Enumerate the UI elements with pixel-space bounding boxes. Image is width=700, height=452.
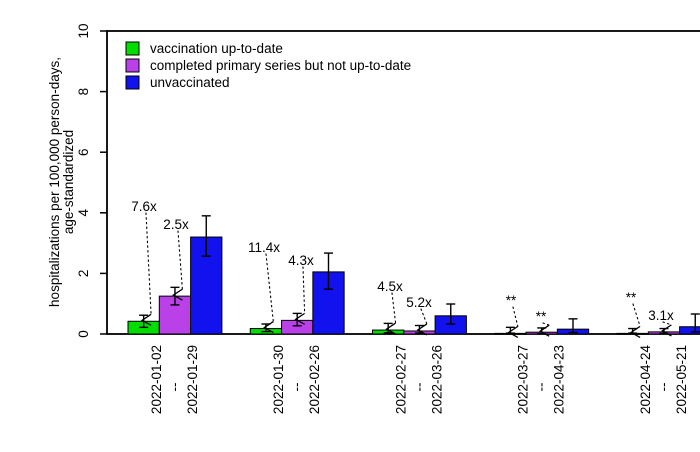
y-tick-label: 8 bbox=[76, 88, 91, 96]
annotation-label: ** bbox=[506, 293, 517, 308]
y-axis-title: age-standardized bbox=[61, 130, 76, 234]
x-tick-label-start: 2022-03-27 bbox=[516, 345, 531, 414]
chart-figure: 0 2 4 6 8 10 hospitalizations per 100,000 pers… bbox=[40, 16, 700, 436]
legend-label: vaccination up-to-date bbox=[150, 41, 283, 56]
legend-swatch bbox=[125, 75, 140, 90]
annotation-arrow bbox=[416, 323, 428, 336]
annotation-arrow bbox=[538, 324, 550, 337]
x-tick-label-start: 2022-01-02 bbox=[149, 345, 164, 414]
y-tick-label: 6 bbox=[76, 148, 91, 156]
annotation-label: 4.5x bbox=[377, 279, 403, 294]
x-tick-separator: -- bbox=[656, 383, 671, 392]
x-tick-separator: -- bbox=[534, 383, 549, 392]
x-tick-label-start: 2022-02-27 bbox=[393, 345, 408, 414]
x-tick-label-end: 2022-04-23 bbox=[552, 345, 567, 414]
annotation-label: 7.6x bbox=[131, 199, 157, 214]
annotation-arrow bbox=[661, 324, 672, 337]
annotation-label: 11.4x bbox=[248, 240, 280, 255]
annotation-label: 2.5x bbox=[163, 217, 189, 232]
bar bbox=[158, 295, 192, 335]
x-tick-separator: -- bbox=[289, 383, 304, 392]
annotation-arrow bbox=[140, 313, 152, 326]
bar-chart-canvas: 0 2 4 6 8 10 hospitalizations per 100,000 pers… bbox=[47, 23, 700, 415]
annotation-leader bbox=[302, 266, 306, 314]
annotation-leader bbox=[145, 212, 152, 315]
annotation-label: 3.1x bbox=[648, 308, 674, 323]
bar bbox=[679, 326, 700, 335]
legend-label: unvaccinated bbox=[150, 75, 230, 90]
annotation-label: 5.2x bbox=[406, 295, 432, 310]
legend-swatch bbox=[125, 41, 140, 56]
annotation-arrow bbox=[172, 288, 183, 301]
annotation-label: 4.3x bbox=[288, 253, 314, 268]
x-tick-label-end: 2022-02-26 bbox=[307, 345, 322, 414]
y-tick-label: 2 bbox=[76, 270, 91, 278]
annotation-arrow bbox=[507, 325, 519, 338]
annotation-leader bbox=[391, 292, 397, 324]
annotation-leader bbox=[265, 253, 274, 323]
legend-swatch bbox=[125, 58, 140, 73]
annotation-leader bbox=[512, 306, 519, 327]
x-tick-label-end: 2022-01-29 bbox=[185, 345, 200, 414]
y-axis-title: hospitalizations per 100,000 person-days… bbox=[47, 57, 62, 307]
x-tick-label-start: 2022-04-24 bbox=[638, 345, 653, 415]
bar bbox=[312, 271, 345, 335]
annotation-label: ** bbox=[536, 309, 547, 324]
y-tick-label: 10 bbox=[76, 23, 91, 38]
annotation-leader bbox=[542, 322, 550, 326]
y-tick-label: 4 bbox=[76, 209, 91, 217]
annotation-leader bbox=[177, 230, 183, 290]
x-tick-label-start: 2022-01-30 bbox=[271, 345, 286, 414]
annotation-label: ** bbox=[626, 290, 637, 305]
x-tick-separator: -- bbox=[411, 383, 426, 392]
annotation-arrow bbox=[263, 321, 274, 334]
annotation-arrow bbox=[294, 312, 305, 325]
annotation-leader bbox=[632, 303, 641, 327]
annotation-leader bbox=[662, 321, 672, 326]
annotation-arrow bbox=[629, 325, 641, 338]
x-tick-label-end: 2022-03-26 bbox=[429, 345, 444, 414]
x-tick-label-end: 2022-05-21 bbox=[674, 345, 689, 414]
annotation-arrow bbox=[385, 322, 396, 335]
y-tick-label: 0 bbox=[76, 330, 91, 338]
legend-label: completed primary series but not up-to-d… bbox=[150, 58, 411, 73]
x-tick-separator: -- bbox=[167, 383, 182, 392]
